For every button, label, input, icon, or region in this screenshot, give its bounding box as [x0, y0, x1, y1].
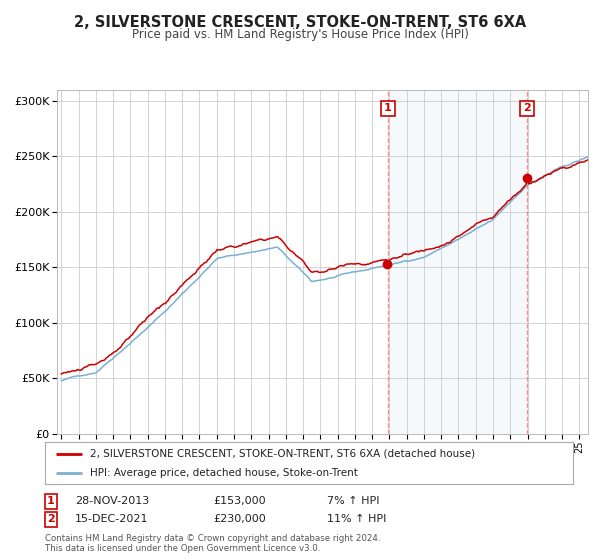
Text: 2, SILVERSTONE CRESCENT, STOKE-ON-TRENT, ST6 6XA (detached house): 2, SILVERSTONE CRESCENT, STOKE-ON-TRENT,…	[90, 449, 475, 459]
Bar	[388, 90, 527, 434]
Text: 28-NOV-2013: 28-NOV-2013	[75, 496, 149, 506]
Text: 2: 2	[47, 514, 55, 524]
Text: Price paid vs. HM Land Registry's House Price Index (HPI): Price paid vs. HM Land Registry's House …	[131, 28, 469, 41]
Text: 7% ↑ HPI: 7% ↑ HPI	[327, 496, 380, 506]
Text: Contains HM Land Registry data © Crown copyright and database right 2024.
This d: Contains HM Land Registry data © Crown c…	[45, 534, 380, 553]
Text: HPI: Average price, detached house, Stoke-on-Trent: HPI: Average price, detached house, Stok…	[90, 468, 358, 478]
Text: 15-DEC-2021: 15-DEC-2021	[75, 514, 149, 524]
Text: 2: 2	[523, 104, 531, 113]
Text: 11% ↑ HPI: 11% ↑ HPI	[327, 514, 386, 524]
Text: 1: 1	[384, 104, 392, 113]
Text: £153,000: £153,000	[213, 496, 266, 506]
Text: 2, SILVERSTONE CRESCENT, STOKE-ON-TRENT, ST6 6XA: 2, SILVERSTONE CRESCENT, STOKE-ON-TRENT,…	[74, 15, 526, 30]
Text: £230,000: £230,000	[213, 514, 266, 524]
Text: 1: 1	[47, 496, 55, 506]
